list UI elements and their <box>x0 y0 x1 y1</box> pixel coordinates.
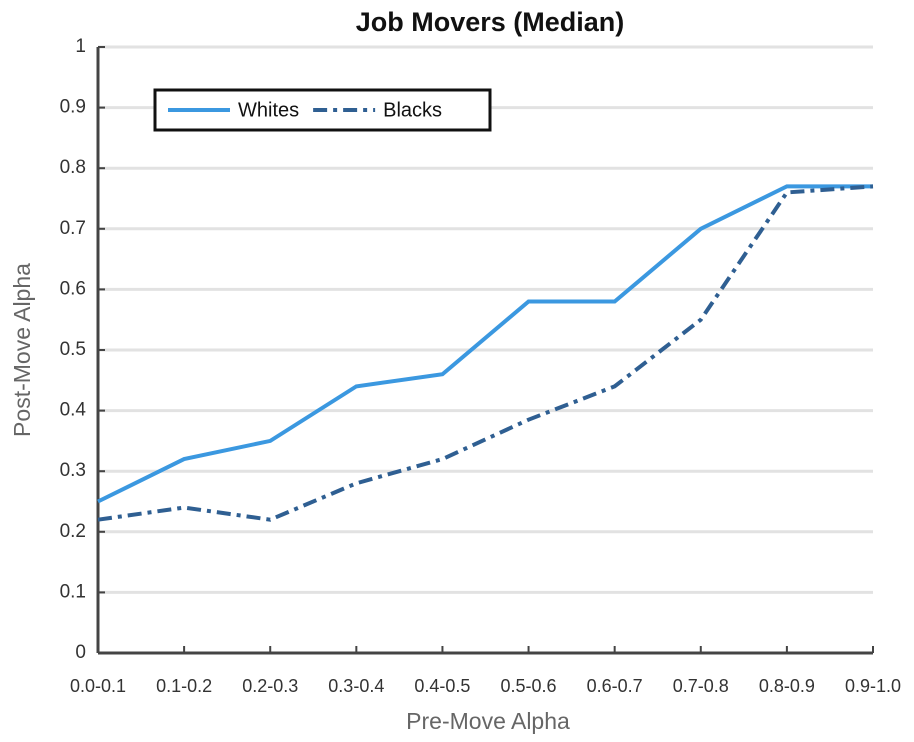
series-line <box>97 184 874 522</box>
y-tick-label: 0.5 <box>60 339 86 360</box>
chart-title: Job Movers (Median) <box>356 7 625 37</box>
x-axis-label: Pre-Move Alpha <box>406 708 570 734</box>
y-tick-label: 0.1 <box>60 581 86 602</box>
y-tick-label: 1 <box>75 36 86 57</box>
y-tick-label: 0.6 <box>60 278 86 299</box>
x-tick-label: 0.4-0.5 <box>414 676 470 696</box>
legend: Whites Blacks <box>153 88 492 132</box>
x-tick-label: 0.5-0.6 <box>501 676 557 696</box>
x-tick-label: 0.7-0.8 <box>673 676 729 696</box>
y-tick-label: 0.3 <box>60 460 86 481</box>
x-tick-label: 0.6-0.7 <box>587 676 643 696</box>
x-tick-label: 0.0-0.1 <box>70 676 126 696</box>
y-axis-label: Post-Move Alpha <box>9 263 35 437</box>
y-tick-label: 0.7 <box>60 218 86 239</box>
legend-label: Blacks <box>383 99 442 121</box>
x-tick-label: 0.1-0.2 <box>156 676 212 696</box>
x-tick-label: 0.3-0.4 <box>328 676 384 696</box>
legend-label: Whites <box>238 99 299 121</box>
x-tick-label: 0.9-1.0 <box>845 676 901 696</box>
y-tick-label: 0 <box>75 642 86 663</box>
x-tick-label: 0.2-0.3 <box>242 676 298 696</box>
series-line <box>97 184 873 504</box>
y-tick-label: 0.2 <box>60 521 86 542</box>
x-tick-label: 0.8-0.9 <box>759 676 815 696</box>
y-tick-label: 0.4 <box>60 400 87 421</box>
y-tick-label: 0.8 <box>60 157 86 178</box>
y-tick-label: 0.9 <box>60 97 86 118</box>
